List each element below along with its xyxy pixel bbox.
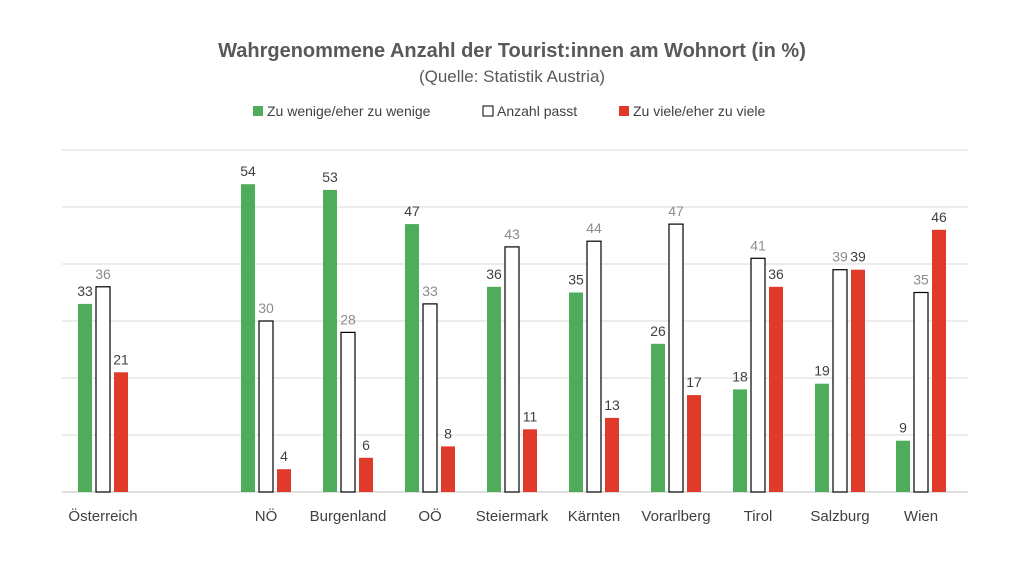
data-label-noe-zu-wenige-eher-zu-wenige: 54 [240,163,256,179]
bar-noe-anzahl-passt [258,320,274,493]
category-label-tirol: Tirol [744,508,773,525]
data-label-ooe-anzahl-passt: 33 [422,283,438,299]
data-label-steiermark-anzahl-passt: 43 [504,226,520,242]
data-label-burgenland-anzahl-passt: 28 [340,311,356,327]
bar-tirol-anzahl-passt [750,257,766,493]
chart-subtitle: (Quelle: Statistik Austria) [419,67,605,86]
category-label-steiermark: Steiermark [476,508,549,525]
data-label-kaernten-zu-wenige-eher-zu-wenige: 35 [568,272,584,288]
data-label-vorarlberg-zu-wenige-eher-zu-wenige: 26 [650,323,666,339]
bar-wien-zu-viele-eher-zu-viele [932,229,946,493]
data-label-noe-anzahl-passt: 30 [258,300,274,316]
bar-noe-zu-wenige-eher-zu-wenige [241,184,255,492]
bar-vorarlberg-zu-viele-eher-zu-viele [687,395,701,492]
bar-burgenland-zu-wenige-eher-zu-wenige [323,189,337,492]
data-label-oesterreich-zu-viele-eher-zu-viele: 21 [113,351,129,367]
bar-noe-zu-viele-eher-zu-viele [277,469,291,492]
data-label-noe-zu-viele-eher-zu-viele: 4 [280,448,288,464]
legend-label-zu-wenige-eher-zu-wenige: Zu wenige/eher zu wenige [267,103,431,119]
category-label-kaernten: Kärnten [568,508,621,525]
chart-title: Wahrgenommene Anzahl der Tourist:innen a… [218,40,806,62]
data-label-kaernten-zu-viele-eher-zu-viele: 13 [604,397,620,413]
data-label-vorarlberg-anzahl-passt: 47 [668,203,684,219]
bar-vorarlberg-zu-wenige-eher-zu-wenige [651,343,665,492]
legend-swatch-zu-wenige-eher-zu-wenige [253,106,263,116]
data-label-wien-zu-viele-eher-zu-viele: 46 [931,209,947,225]
bar-wien-zu-wenige-eher-zu-wenige [896,440,910,492]
bar-ooe-zu-wenige-eher-zu-wenige [405,224,419,492]
bar-burgenland-zu-viele-eher-zu-viele [359,457,373,492]
category-label-wien: Wien [904,508,938,525]
data-label-ooe-zu-wenige-eher-zu-wenige: 47 [404,203,420,219]
data-label-salzburg-zu-wenige-eher-zu-wenige: 19 [814,363,830,379]
bar-burgenland-anzahl-passt [340,331,356,493]
bar-oesterreich-anzahl-passt [95,286,111,493]
legend-label-zu-viele-eher-zu-viele: Zu viele/eher zu viele [633,103,766,119]
bar-steiermark-zu-wenige-eher-zu-wenige [487,286,501,492]
bar-kaernten-anzahl-passt [586,240,602,493]
category-labels: Österreich NÖ Burgenland OÖ Steiermark Kärnte… [68,507,938,525]
data-label-burgenland-zu-viele-eher-zu-viele: 6 [362,437,370,453]
bar-tirol-zu-viele-eher-zu-viele [769,286,783,492]
bar-steiermark-zu-viele-eher-zu-viele [523,429,537,492]
bar-ooe-zu-viele-eher-zu-viele [441,446,455,492]
data-label-salzburg-anzahl-passt: 39 [832,249,848,265]
bar-steiermark-anzahl-passt [504,246,520,493]
data-label-ooe-zu-viele-eher-zu-viele: 8 [444,425,452,441]
data-label-wien-zu-wenige-eher-zu-wenige: 9 [899,420,907,436]
bar-oesterreich-zu-wenige-eher-zu-wenige [78,303,92,492]
category-label-ooe: OÖ [418,507,441,525]
bar-salzburg-zu-wenige-eher-zu-wenige [815,383,829,492]
data-label-steiermark-zu-viele-eher-zu-viele: 11 [523,408,538,424]
bars [78,184,946,493]
bar-oesterreich-zu-viele-eher-zu-viele [114,372,128,492]
data-label-steiermark-zu-wenige-eher-zu-wenige: 36 [486,266,502,282]
category-label-vorarlberg: Vorarlberg [641,508,710,525]
data-label-oesterreich-anzahl-passt: 36 [95,266,111,282]
data-label-vorarlberg-zu-viele-eher-zu-viele: 17 [686,374,702,390]
category-label-salzburg: Salzburg [810,508,869,525]
bar-ooe-anzahl-passt [422,303,438,493]
category-label-oesterreich: Österreich [68,507,137,525]
legend-label-anzahl-passt: Anzahl passt [497,103,577,119]
data-label-tirol-zu-viele-eher-zu-viele: 36 [768,266,784,282]
bar-salzburg-zu-viele-eher-zu-viele [851,269,865,492]
data-label-oesterreich-zu-wenige-eher-zu-wenige: 33 [77,283,93,299]
legend-swatch-anzahl-passt [482,105,494,117]
data-label-salzburg-zu-viele-eher-zu-viele: 39 [850,249,866,265]
category-label-burgenland: Burgenland [310,508,387,525]
data-label-wien-anzahl-passt: 35 [913,272,929,288]
category-label-noe: NÖ [255,507,278,525]
bar-vorarlberg-anzahl-passt [668,223,684,493]
bar-kaernten-zu-wenige-eher-zu-wenige [569,292,583,492]
data-label-burgenland-zu-wenige-eher-zu-wenige: 53 [322,169,338,185]
bar-tirol-zu-wenige-eher-zu-wenige [733,389,747,492]
data-label-tirol-zu-wenige-eher-zu-wenige: 18 [732,368,748,384]
legend: Zu wenige/eher zu wenige Anzahl passt Zu v… [253,103,766,119]
bar-kaernten-zu-viele-eher-zu-viele [605,417,619,492]
data-label-kaernten-anzahl-passt: 44 [586,220,602,236]
data-label-tirol-anzahl-passt: 41 [750,237,766,253]
bar-salzburg-anzahl-passt [832,269,848,493]
legend-swatch-zu-viele-eher-zu-viele [619,106,629,116]
bar-wien-anzahl-passt [913,291,929,493]
